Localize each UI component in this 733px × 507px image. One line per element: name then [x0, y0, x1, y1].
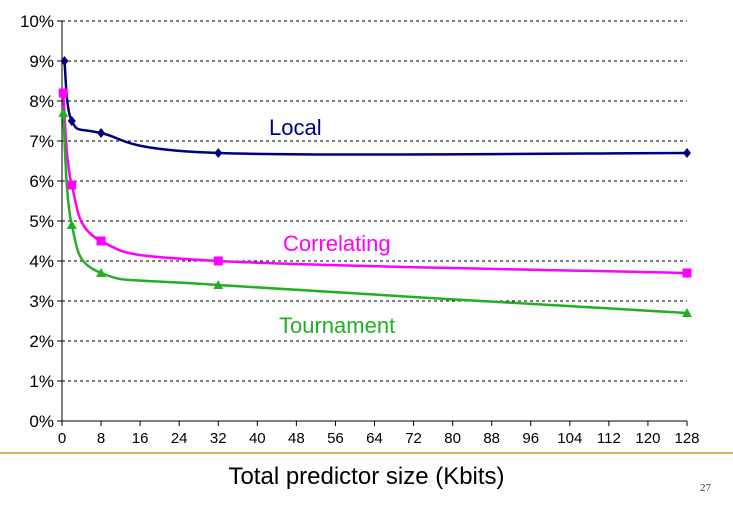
y-tick-label: 1% [29, 372, 54, 391]
y-tick-labels: 0% 1% 2% 3% 4% 5% 6% 7% 8% 9% 10% [20, 12, 54, 431]
x-tick-label: 64 [366, 430, 383, 447]
x-tick-label: 16 [132, 430, 149, 447]
series-line-local [63, 60, 688, 156]
y-tick-label: 9% [29, 52, 54, 71]
x-tick-labels: 0 8 16 24 32 40 48 56 64 72 80 88 96 104 112 120 128 [58, 430, 700, 447]
y-tick-label: 0% [29, 412, 54, 431]
marker-tournament [66, 220, 77, 229]
axes [57, 20, 688, 426]
y-tick-label: 6% [29, 172, 54, 191]
y-tick-label: 3% [29, 292, 54, 311]
footer-rule [0, 452, 733, 454]
x-tick-label: 88 [483, 430, 500, 447]
page-number: 27 [700, 482, 711, 494]
series-lines [61, 60, 688, 315]
marker-tournament [58, 108, 69, 117]
marker-tournament [682, 308, 692, 317]
x-tick-label: 48 [288, 430, 305, 447]
y-tick-label: 7% [29, 132, 54, 151]
x-tick-label: 8 [97, 430, 105, 447]
x-tick-label: 96 [522, 430, 539, 447]
marker-correlating [96, 236, 106, 246]
x-tick-label: 104 [557, 430, 582, 447]
marker-correlating [58, 88, 68, 98]
y-tick-label: 5% [29, 212, 54, 231]
marker-local [683, 148, 691, 158]
marker-local [214, 148, 223, 158]
x-tick-label: 128 [674, 430, 699, 447]
x-tick-label: 32 [210, 430, 227, 447]
series-label-tournament: Tournament [279, 313, 395, 338]
marker-local [67, 116, 76, 126]
marker-correlating [213, 256, 223, 266]
y-tick-label: 8% [29, 92, 54, 111]
x-tick-label: 56 [327, 430, 344, 447]
marker-tournament [213, 280, 224, 289]
y-tick-label: 2% [29, 332, 54, 351]
marker-correlating [682, 268, 692, 278]
series-label-correlating: Correlating [283, 231, 391, 256]
marker-local [97, 128, 106, 138]
x-tick-label: 112 [597, 430, 621, 447]
series-line-correlating [61, 92, 688, 275]
x-axis-title: Total predictor size (Kbits) [228, 463, 505, 490]
marker-local [60, 56, 69, 66]
series-markers [58, 56, 692, 317]
x-tick-label: 80 [444, 430, 461, 447]
x-tick-label: 120 [635, 430, 660, 447]
marker-correlating [67, 180, 77, 190]
y-tick-label: 4% [29, 252, 54, 271]
x-tick-label: 72 [405, 430, 422, 447]
x-tick-label: 40 [249, 430, 266, 447]
marker-tournament [96, 268, 107, 277]
x-tick-label: 24 [171, 430, 188, 447]
x-tick-label: 0 [58, 430, 66, 447]
y-tick-label: 10% [20, 12, 54, 31]
series-line-tournament [61, 112, 688, 315]
grid-lines [62, 20, 687, 382]
series-label-local: Local [269, 115, 322, 140]
